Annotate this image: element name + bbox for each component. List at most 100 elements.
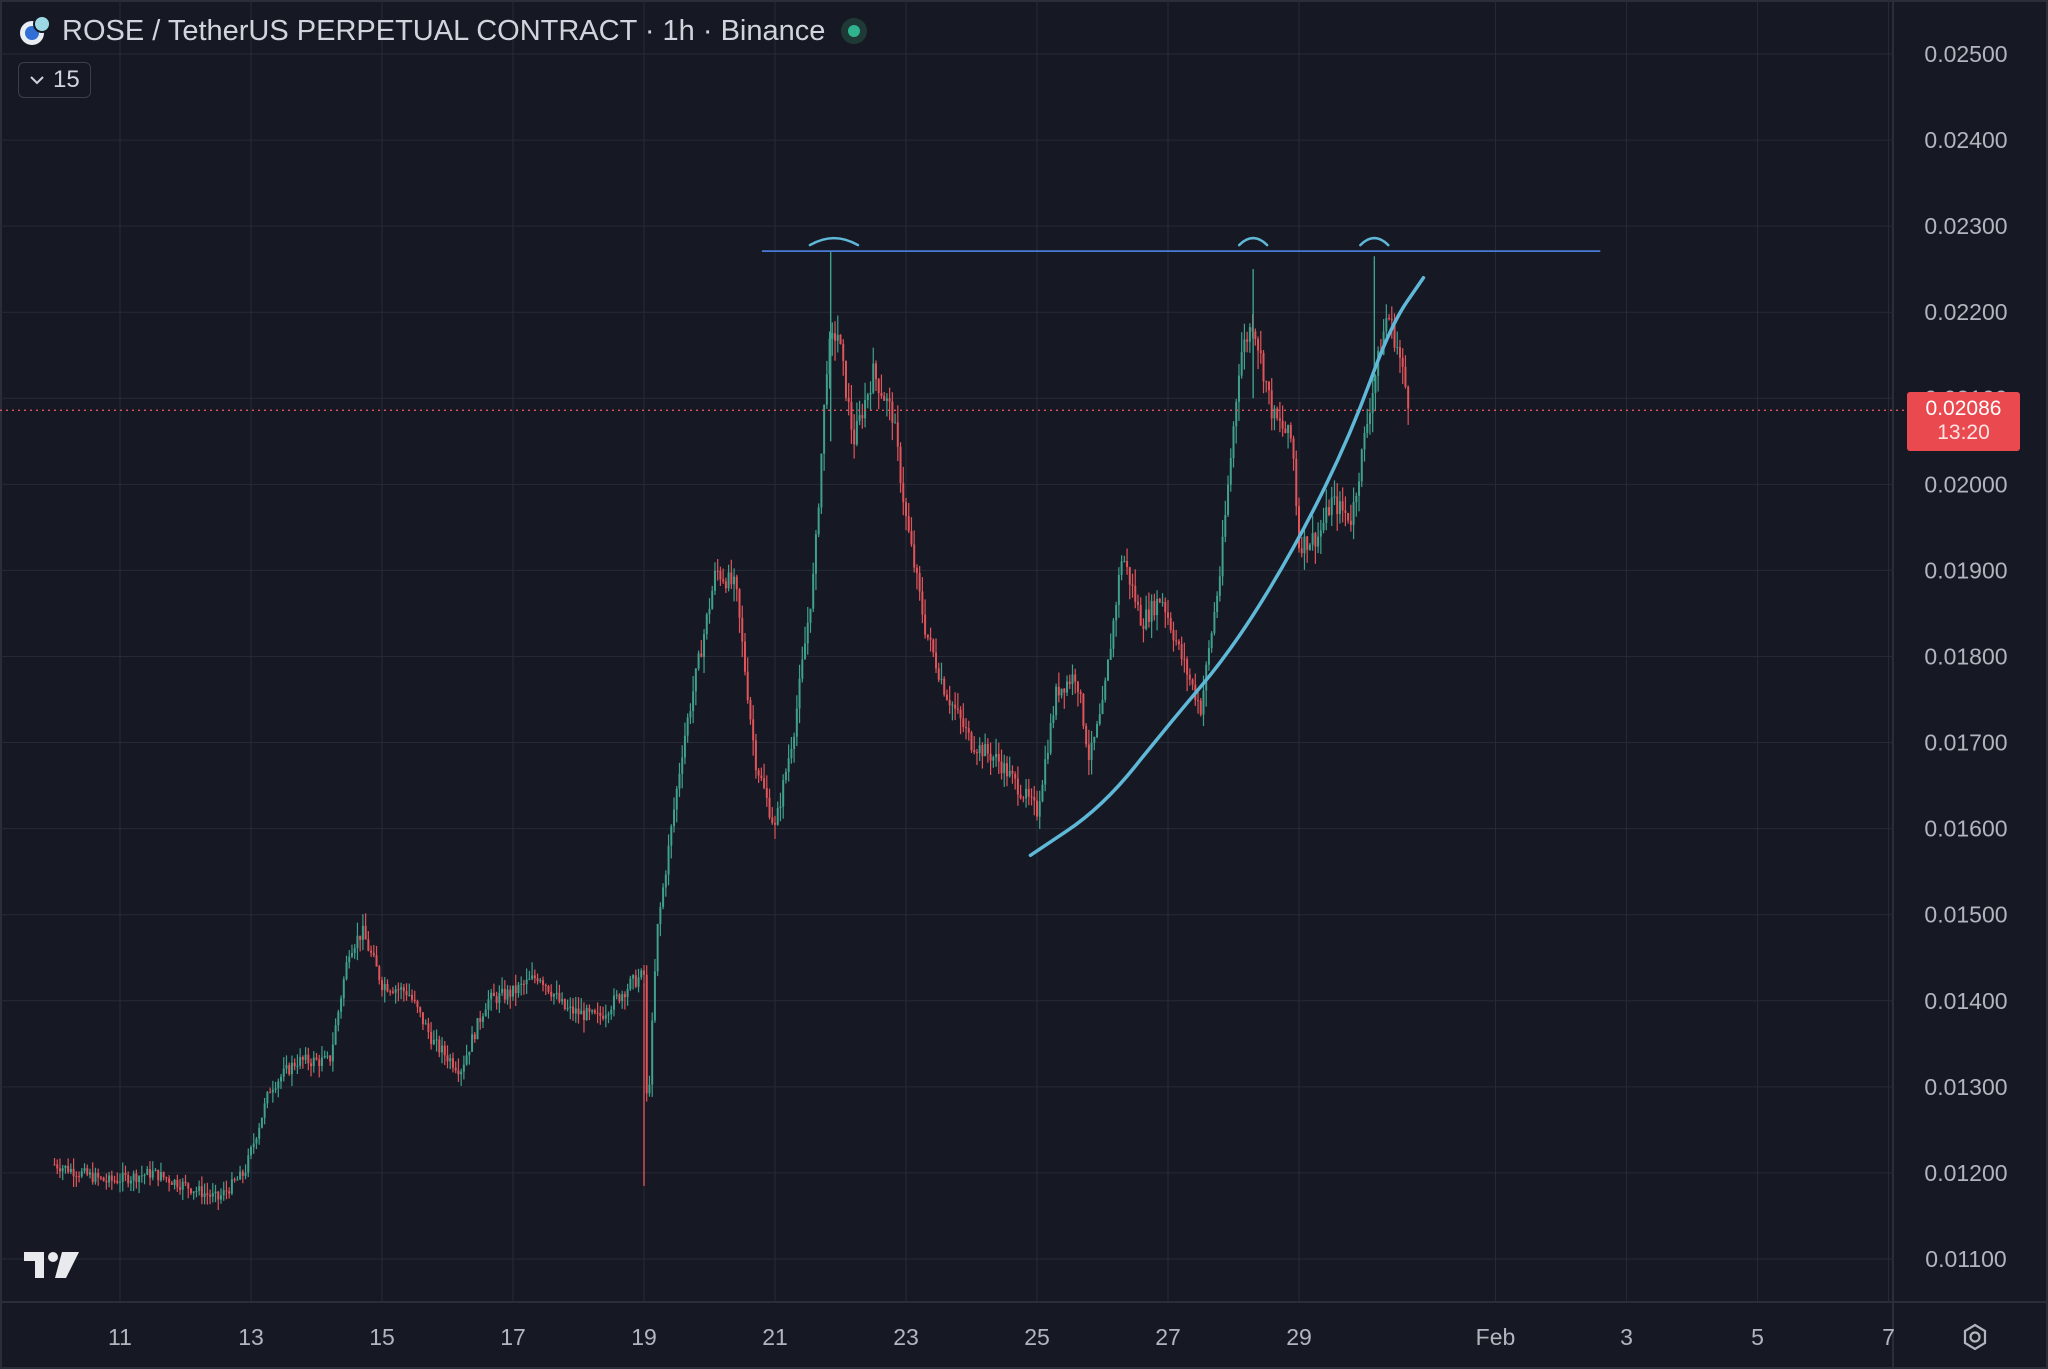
candle	[681, 745, 684, 789]
candle-body	[342, 979, 345, 999]
candle	[1338, 491, 1341, 524]
candle	[926, 634, 929, 641]
candle	[1060, 688, 1063, 699]
candle	[1311, 515, 1314, 551]
candle-body	[804, 643, 807, 660]
candle	[451, 1052, 454, 1073]
candle	[905, 497, 908, 531]
candle-body	[970, 732, 973, 751]
candle	[1142, 618, 1145, 643]
candle-body	[634, 975, 637, 987]
candle	[1175, 629, 1178, 646]
candle-body	[1281, 420, 1284, 429]
candle	[1082, 693, 1085, 730]
candles-group	[53, 251, 1410, 1211]
candle-body	[667, 845, 670, 875]
candle-body	[1311, 533, 1314, 545]
candle-body	[184, 1181, 187, 1184]
candle	[1191, 678, 1194, 691]
candle	[820, 453, 823, 514]
candle	[1401, 348, 1404, 385]
candle	[910, 517, 913, 547]
candle-body	[159, 1172, 162, 1181]
price-axis-label: 0.01200	[1924, 1160, 2007, 1186]
candle-body	[945, 694, 948, 700]
candle-body	[323, 1056, 326, 1058]
candle	[307, 1047, 310, 1071]
candle	[1136, 594, 1139, 611]
candle	[78, 1171, 81, 1183]
candle-body	[1128, 567, 1131, 585]
candle-body	[181, 1181, 184, 1190]
candle	[206, 1182, 209, 1205]
candle-body	[1057, 686, 1060, 696]
candle	[1259, 330, 1262, 364]
time-axis-label: 7	[1882, 1324, 1895, 1350]
candle	[310, 1058, 313, 1077]
candle-body	[765, 787, 768, 798]
price-axis-label: 0.01500	[1924, 902, 2007, 928]
candle	[1292, 435, 1295, 471]
candle	[566, 999, 569, 1012]
peak-arc-mark	[1359, 236, 1390, 247]
candle	[211, 1183, 214, 1203]
candle-body	[56, 1164, 59, 1169]
candle-body	[965, 726, 968, 729]
candle	[424, 1019, 427, 1025]
candle	[1352, 487, 1355, 540]
candle	[899, 442, 902, 493]
indicators-toggle-button[interactable]: 15	[18, 62, 91, 98]
time-axis-label: 27	[1155, 1324, 1181, 1350]
candle	[121, 1162, 124, 1192]
candle	[1308, 542, 1311, 551]
candle	[239, 1165, 242, 1180]
candle	[1388, 313, 1391, 321]
candle	[686, 713, 689, 743]
candle-body	[1098, 714, 1101, 725]
candle-body	[454, 1067, 457, 1071]
candle-body	[1191, 679, 1194, 685]
candle-body	[1278, 418, 1281, 421]
candle-body	[400, 987, 403, 990]
candle-body	[438, 1039, 441, 1053]
candle	[443, 1040, 446, 1066]
candle-body	[703, 634, 706, 657]
candle	[956, 693, 959, 714]
settings-icon[interactable]	[1960, 1322, 1990, 1352]
candle	[973, 736, 976, 755]
candle-body	[730, 572, 733, 585]
candle	[318, 1054, 321, 1078]
candle	[97, 1168, 100, 1186]
candle	[1003, 754, 1006, 787]
candle-body	[784, 771, 787, 781]
candle	[981, 742, 984, 769]
candle	[531, 962, 534, 981]
candle	[793, 732, 796, 763]
candle	[162, 1171, 165, 1181]
candle-body	[648, 1084, 651, 1094]
candle	[555, 980, 558, 1000]
candle-body	[1300, 548, 1303, 554]
candle	[391, 987, 394, 995]
candle-body	[539, 980, 542, 982]
candle	[1019, 784, 1022, 800]
tradingview-logo-icon[interactable]	[24, 1250, 80, 1280]
candle	[866, 392, 869, 409]
candle	[643, 965, 646, 986]
symbol-title[interactable]: ROSE / TetherUS PERPETUAL CONTRACT · 1h …	[62, 14, 826, 47]
candle-body	[681, 757, 684, 774]
candle-body	[320, 1057, 323, 1066]
candle	[945, 689, 948, 701]
candle	[244, 1164, 247, 1180]
candle	[1344, 496, 1347, 527]
candle-body	[588, 1008, 591, 1012]
candle-body	[836, 334, 839, 341]
candle-body	[176, 1179, 179, 1188]
candle-body	[700, 653, 703, 657]
candle-body	[476, 1018, 479, 1040]
candle	[381, 976, 384, 997]
candle	[929, 627, 932, 652]
candle-body	[1025, 788, 1028, 799]
